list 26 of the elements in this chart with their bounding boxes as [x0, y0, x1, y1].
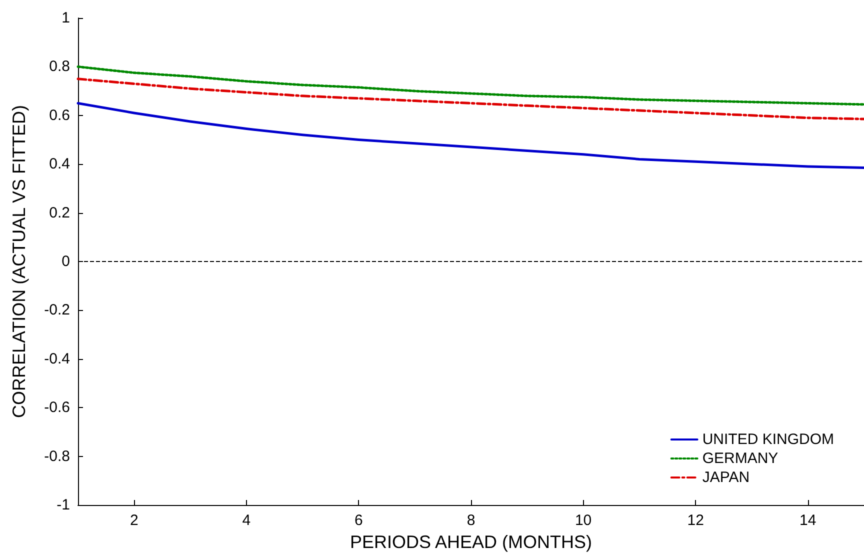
y-tick-label: 0 — [62, 253, 70, 270]
x-tick-label: 4 — [242, 512, 251, 529]
y-tick-label: 0.4 — [49, 156, 70, 173]
line-series — [76, 65, 864, 106]
x-tick-label: 12 — [687, 512, 704, 529]
y-tick-label: 0.2 — [49, 204, 70, 222]
y-tick-label: 1 — [62, 10, 70, 26]
line-series — [76, 78, 864, 120]
x-axis-title: PERIODS AHEAD (MONTHS) — [350, 532, 592, 552]
x-tick-label: 6 — [354, 512, 363, 529]
x-tick-label: 10 — [574, 512, 592, 529]
y-tick-label: -1 — [56, 496, 70, 514]
y-tick-label: -0.6 — [44, 399, 70, 416]
legend-label: GERMANY — [702, 450, 778, 467]
line-series — [76, 102, 864, 170]
y-tick-label: -0.2 — [44, 302, 70, 319]
legend-label: JAPAN — [702, 469, 750, 486]
legend-label: UNITED KINGDOM — [702, 431, 834, 448]
x-tick-label: 8 — [466, 512, 476, 529]
x-tick-label: 2 — [130, 512, 138, 529]
y-tick-label: 0.8 — [49, 58, 70, 76]
x-tick-label: 14 — [800, 512, 816, 529]
y-tick-label: -0.8 — [44, 448, 70, 465]
y-tick-label: -0.4 — [44, 350, 70, 368]
y-axis-title: CORRELATION (ACTUAL VS FITTED) — [9, 104, 29, 418]
y-tick-label: 0.6 — [49, 106, 70, 124]
